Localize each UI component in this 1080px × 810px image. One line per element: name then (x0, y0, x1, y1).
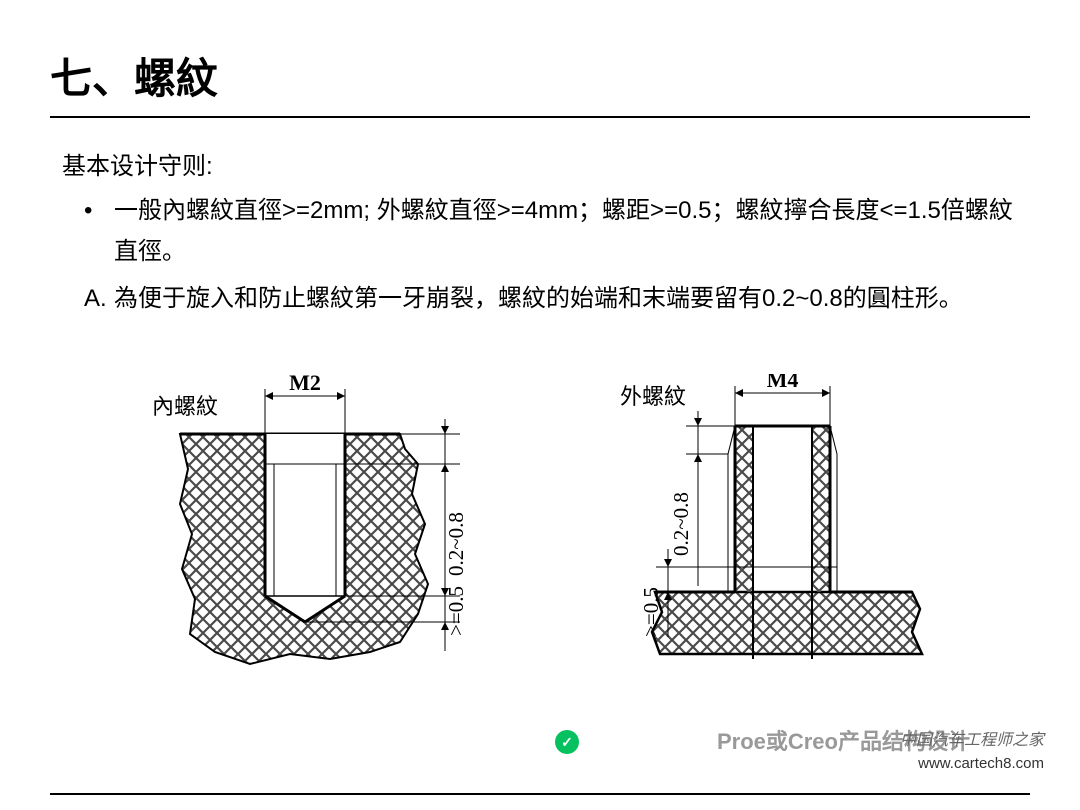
diagram-right-svg: 外螺紋 M4 0.2~0.8 >=0.5 (560, 374, 940, 684)
bullet-item-0: • 一般內螺紋直徑>=2mm; 外螺紋直徑>=4mm；螺距>=0.5；螺紋擰合長… (84, 191, 1030, 273)
title-divider (50, 116, 1030, 118)
diagram-external-thread: 外螺紋 M4 0.2~0.8 >=0.5 (560, 374, 940, 684)
svg-text:外螺紋: 外螺紋 (620, 384, 686, 409)
bullet-text-0: 一般內螺紋直徑>=2mm; 外螺紋直徑>=4mm；螺距>=0.5；螺紋擰合長度<… (114, 197, 1013, 265)
slide-title: 七、螺紋 (50, 45, 1030, 106)
diagrams-container: 內螺紋 M2 0.2~0.8 >=0.5 外螺紋 M4 0.2~0.8 >=0.5 (50, 374, 1030, 684)
diagram-left-svg: 內螺紋 M2 0.2~0.8 >=0.5 (140, 374, 520, 684)
subtitle: 基本设计守则: (50, 146, 1030, 181)
svg-text:M4: M4 (767, 374, 799, 392)
bullet-item-1: A. 為便于旋入和防止螺紋第一牙崩裂，螺紋的始端和末端要留有0.2~0.8的圓柱… (84, 279, 1030, 320)
svg-text:0.2~0.8: 0.2~0.8 (444, 512, 468, 576)
slide-container: 七、螺紋 基本设计守则: • 一般內螺紋直徑>=2mm; 外螺紋直徑>=4mm；… (0, 0, 1080, 684)
watermark-url: www.cartech8.com (918, 755, 1044, 772)
wechat-logo-icon: ✓ (555, 730, 579, 754)
svg-text:0.2~0.8: 0.2~0.8 (669, 492, 693, 556)
bullet-text-1: 為便于旋入和防止螺紋第一牙崩裂，螺紋的始端和末端要留有0.2~0.8的圓柱形。 (114, 285, 963, 312)
bullet-marker-0: • (84, 191, 92, 232)
bullet-list: • 一般內螺紋直徑>=2mm; 外螺紋直徑>=4mm；螺距>=0.5；螺紋擰合長… (50, 191, 1030, 319)
svg-text:>=0.5: >=0.5 (444, 586, 468, 636)
watermark-cn: 中国汽车工程师之家 (900, 726, 1044, 750)
bottom-divider (50, 793, 1030, 795)
svg-text:M2: M2 (289, 374, 321, 395)
diagram-internal-thread: 內螺紋 M2 0.2~0.8 >=0.5 (140, 374, 520, 684)
svg-text:>=0.5: >=0.5 (639, 587, 663, 637)
svg-text:內螺紋: 內螺紋 (152, 394, 218, 419)
bullet-marker-1: A. (84, 279, 107, 320)
